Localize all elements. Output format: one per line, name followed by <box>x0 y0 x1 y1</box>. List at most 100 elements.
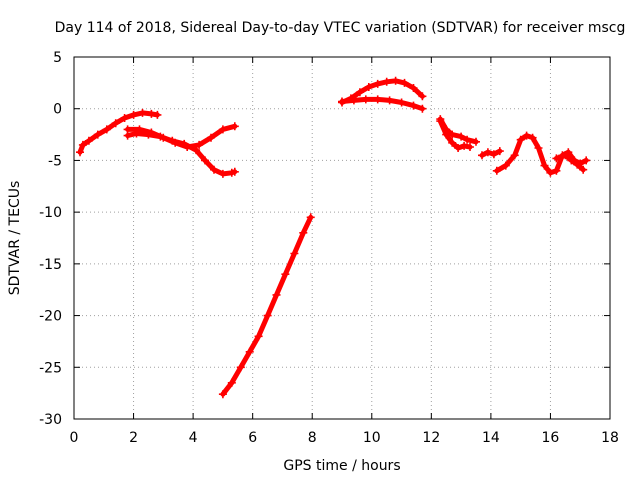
data-series-layer <box>76 76 591 399</box>
data-point-marker <box>373 79 382 88</box>
data-point-marker <box>171 138 180 147</box>
x-tick-label: 4 <box>189 430 198 446</box>
data-point-marker <box>534 144 543 152</box>
data-point-marker <box>201 156 209 165</box>
data-point-marker <box>195 140 204 149</box>
data-point-marker <box>78 140 87 149</box>
x-tick-labels: 0 2 4 6 8 10 12 14 16 18 <box>70 430 619 446</box>
data-point-marker <box>418 92 427 101</box>
data-point-marker <box>454 144 463 152</box>
x-tick-label: 14 <box>482 430 500 446</box>
y-tick-label: -20 <box>39 309 62 325</box>
axis-ticks <box>73 56 611 420</box>
data-point-marker <box>254 332 263 341</box>
y-tick-labels: 5 0 -5 -10 -15 -20 -25 -30 <box>39 50 62 428</box>
data-point-marker <box>364 83 373 91</box>
x-tick-label: 6 <box>248 430 257 446</box>
x-tick-label: 16 <box>542 430 560 446</box>
data-point-marker <box>236 363 245 372</box>
data-point-marker <box>76 148 84 157</box>
data-point-marker <box>483 148 492 157</box>
data-point-marker <box>579 165 588 174</box>
series-trace <box>479 148 503 158</box>
data-point-marker <box>510 151 519 160</box>
series-trace <box>125 123 238 150</box>
data-point-marker <box>460 141 469 150</box>
data-point-marker <box>218 169 227 178</box>
data-point-marker <box>472 137 480 146</box>
data-point-marker <box>299 228 308 237</box>
data-point-marker <box>552 154 561 163</box>
gridlines <box>74 57 610 419</box>
data-point-marker <box>153 110 162 119</box>
x-tick-label: 8 <box>308 430 317 446</box>
data-point-marker <box>463 135 472 144</box>
data-point-marker <box>84 136 93 145</box>
data-point-marker <box>210 165 218 174</box>
data-point-marker <box>159 133 168 142</box>
data-point-marker <box>183 143 192 151</box>
data-point-marker <box>218 390 227 399</box>
data-point-marker <box>147 109 156 118</box>
data-point-marker <box>218 125 227 134</box>
series-arc-f <box>338 95 427 113</box>
data-point-marker <box>373 95 382 104</box>
data-point-marker <box>492 166 501 175</box>
x-tick-label: 2 <box>129 430 138 446</box>
data-point-marker <box>582 156 591 165</box>
data-point-marker <box>272 290 281 299</box>
data-point-marker <box>290 249 299 258</box>
series-arc-j <box>492 131 591 177</box>
data-point-marker <box>349 96 358 105</box>
series-arc-k <box>552 151 588 174</box>
data-point-marker <box>409 84 418 92</box>
y-tick-label: -10 <box>39 205 62 221</box>
x-tick-label: 10 <box>363 430 381 446</box>
data-point-marker <box>457 132 466 141</box>
series-arc-a <box>76 108 162 157</box>
data-point-marker <box>495 147 504 156</box>
series-arc-h <box>436 117 474 152</box>
data-point-marker <box>448 138 457 147</box>
data-point-marker <box>230 167 239 176</box>
data-point-marker <box>567 156 576 165</box>
data-point-marker <box>102 125 111 134</box>
data-point-marker <box>522 131 531 140</box>
series-trace <box>494 133 589 176</box>
data-point-marker <box>391 76 400 85</box>
series-trace <box>125 131 238 177</box>
data-point-marker <box>281 270 290 279</box>
series-arc-b <box>123 129 239 178</box>
series-trace <box>339 78 425 105</box>
plot-frame <box>73 56 611 420</box>
data-point-marker <box>561 151 570 160</box>
x-tick-label: 12 <box>422 430 440 446</box>
data-point-marker <box>111 119 120 128</box>
data-point-marker <box>245 347 254 356</box>
x-tick-label: 0 <box>70 430 79 446</box>
data-point-marker <box>466 143 474 151</box>
data-point-marker <box>516 135 525 144</box>
y-tick-label: -5 <box>48 153 62 169</box>
data-point-marker <box>263 311 272 320</box>
data-point-marker <box>227 378 236 387</box>
data-point-marker <box>355 88 364 97</box>
data-point-marker <box>400 78 409 87</box>
data-point-marker <box>230 122 239 131</box>
data-point-marker <box>120 114 129 122</box>
series-arc-c <box>123 122 239 151</box>
data-point-marker <box>418 104 427 113</box>
x-axis-label: GPS time / hours <box>283 458 400 474</box>
chart-title: Day 114 of 2018, Sidereal Day-to-day VTE… <box>55 20 626 36</box>
y-tick-label: -30 <box>39 412 62 428</box>
y-axis-label: SDTVAR / TECUs <box>7 181 23 296</box>
y-tick-label: 0 <box>53 102 62 118</box>
data-point-marker <box>552 166 561 175</box>
data-point-marker <box>397 98 406 107</box>
data-point-marker <box>129 110 138 119</box>
series-arc-i <box>478 147 504 160</box>
data-point-marker <box>409 101 418 110</box>
series-arc-d <box>218 213 315 399</box>
data-point-marker <box>573 160 582 169</box>
